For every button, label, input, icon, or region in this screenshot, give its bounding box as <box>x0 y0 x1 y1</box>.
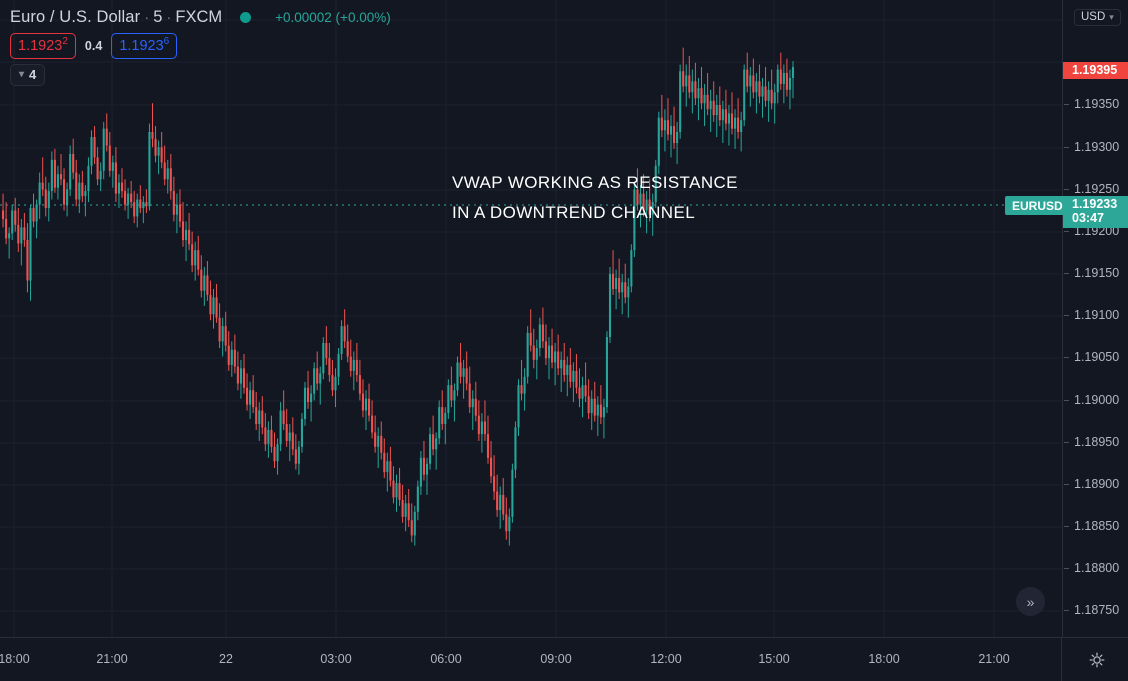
last-price-badge: 1.19395 <box>1063 62 1128 79</box>
legend-indicator-row: ▾ 4 <box>10 64 391 86</box>
bid-price-sup: 2 <box>62 36 68 48</box>
price-tick: 1.19050 <box>1063 350 1128 364</box>
price-tick: 1.18950 <box>1063 435 1128 449</box>
time-tick: 09:00 <box>540 652 572 666</box>
time-tick: 21:00 <box>978 652 1010 666</box>
symbol-tag-label: EURUSD <box>1012 198 1063 213</box>
legend-title-row: Euro / U.S. Dollar · 5 · FXCM +0.00002 (… <box>10 6 391 28</box>
price-tick: 1.18900 <box>1063 477 1128 491</box>
price-tick: 1.19350 <box>1063 97 1128 111</box>
price-tick: 1.19100 <box>1063 308 1128 322</box>
ask-price-value: 1.1923 <box>119 37 164 54</box>
time-axis[interactable]: 18:00 21:00 22 03:00 06:00 09:00 12:00 15:00 18:… <box>0 637 1128 681</box>
legend-quote-row: 1.19232 0.4 1.19236 <box>10 33 391 59</box>
scroll-to-realtime-button[interactable]: » <box>1016 587 1045 616</box>
chart-legend: Euro / U.S. Dollar · 5 · FXCM +0.00002 (… <box>10 6 391 86</box>
price-tick: 1.18800 <box>1063 561 1128 575</box>
legend-separator-1: · <box>144 8 150 26</box>
chevron-down-icon: ▾ <box>19 69 25 80</box>
symbol-price-tag: EURUSD <box>1005 196 1070 215</box>
price-tick: 1.18750 <box>1063 603 1128 617</box>
time-tick: 03:00 <box>320 652 352 666</box>
currency-selector[interactable]: USD ▾ <box>1074 9 1121 26</box>
exchange-label[interactable]: FXCM <box>175 7 223 26</box>
annotation-line-2: IN A DOWNTREND CHANNEL <box>452 203 696 222</box>
double-chevron-right-icon: » <box>1026 593 1035 610</box>
ask-price-badge[interactable]: 1.19236 <box>111 33 178 59</box>
currency-label: USD <box>1081 11 1106 23</box>
price-tick: 1.18850 <box>1063 519 1128 533</box>
price-change-label: +0.00002 (+0.00%) <box>275 9 391 25</box>
price-tick: 1.19300 <box>1063 140 1128 154</box>
time-tick: 21:00 <box>96 652 128 666</box>
axis-divider <box>1061 638 1062 681</box>
indicator-count-label: 4 <box>29 67 37 82</box>
ask-price-sup: 6 <box>163 36 170 48</box>
interval-label[interactable]: 5 <box>153 7 163 26</box>
bid-price-value: 1.1923 <box>18 37 63 54</box>
indicator-collapse-chip[interactable]: ▾ 4 <box>10 64 46 86</box>
chart-settings-button[interactable] <box>1084 647 1110 673</box>
current-price-badge: 1.19233 03:47 <box>1063 196 1128 228</box>
spread-value: 0.4 <box>84 39 103 53</box>
price-axis[interactable]: USD ▾ 1.19350 1.19300 1.19250 1.19200 1.1915… <box>1062 0 1128 637</box>
price-tick: 1.19150 <box>1063 266 1128 280</box>
time-tick: 22 <box>219 652 233 666</box>
price-tick: 1.19000 <box>1063 393 1128 407</box>
symbol-name[interactable]: Euro / U.S. Dollar <box>10 7 141 26</box>
legend-separator-2: · <box>166 8 172 26</box>
time-tick: 18:00 <box>868 652 900 666</box>
time-tick: 12:00 <box>650 652 682 666</box>
chart-grid <box>0 0 1062 637</box>
time-tick: 06:00 <box>430 652 462 666</box>
last-price-value: 1.19395 <box>1072 63 1118 77</box>
time-tick: 18:00 <box>0 652 30 666</box>
market-open-dot-icon[interactable] <box>240 11 252 23</box>
chart-annotation-text[interactable]: VWAP WORKING AS RESISTANCE IN A DOWNTREN… <box>452 168 738 228</box>
price-tick: 1.19250 <box>1063 182 1128 196</box>
time-tick: 15:00 <box>758 652 790 666</box>
current-price-value: 1.19233 <box>1072 197 1118 211</box>
candlestick-series <box>2 47 795 546</box>
chevron-down-icon: ▾ <box>1109 11 1114 22</box>
current-price-countdown: 03:47 <box>1072 211 1104 225</box>
gear-icon <box>1089 652 1105 668</box>
bid-price-badge[interactable]: 1.19232 <box>10 33 76 59</box>
annotation-line-1: VWAP WORKING AS RESISTANCE <box>452 173 738 192</box>
